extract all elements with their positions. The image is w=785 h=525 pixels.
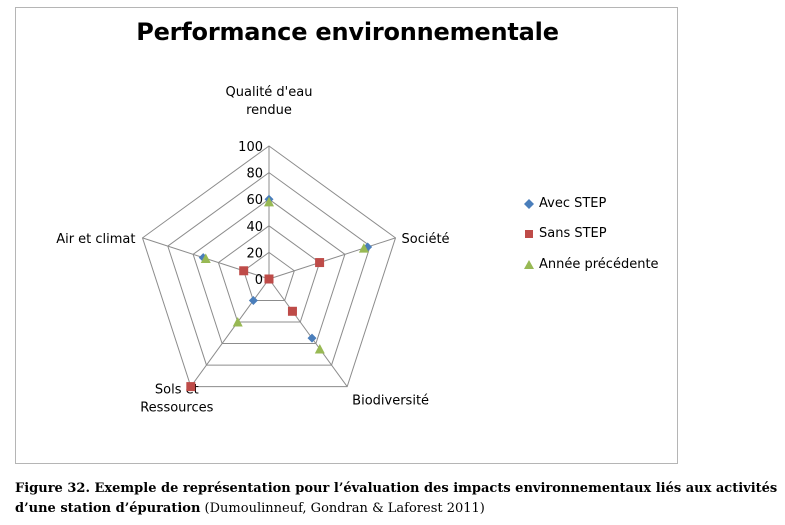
legend-label: Année précédente (539, 257, 659, 272)
data-point (358, 243, 369, 253)
data-point (264, 196, 274, 207)
tick-label: 60 (246, 193, 263, 208)
axis-label: Société (401, 232, 449, 247)
data-point (200, 253, 211, 263)
data-point (186, 382, 196, 392)
data-point (248, 296, 258, 306)
grid-ring-40 (217, 225, 321, 323)
figure-caption: Figure 32. Exemple de représentation pou… (15, 479, 780, 519)
data-point (314, 343, 325, 354)
chart-title: Performance environnementale (136, 18, 559, 46)
axis-spoke (190, 278, 270, 387)
axis-label: Ressources (140, 401, 213, 416)
chart-area: Performance environnementale 0 20 40 60 80 10… (15, 7, 678, 464)
tick-label: 20 (246, 246, 263, 261)
data-point (232, 317, 243, 327)
tick-label: 80 (246, 167, 263, 182)
tick-label: 40 (246, 220, 263, 235)
square-marker-icon (525, 230, 533, 238)
legend-label: Sans STEP (539, 226, 607, 241)
axis-label: Qualité d'eau (226, 85, 313, 100)
axis-label: Air et climat (56, 232, 135, 247)
caption-bold-text: Figure 32. Exemple de représentation pou… (15, 481, 778, 516)
data-point (239, 266, 249, 276)
axis-spoke (268, 278, 348, 387)
radar-chart: 0 20 40 60 80 100 Qualité d'eau rendue Société Bi… (56, 85, 449, 416)
diamond-marker-icon (524, 199, 534, 209)
axis-spoke (268, 237, 396, 280)
axis-label: rendue (246, 103, 292, 118)
grid-ring-80 (167, 171, 371, 366)
data-point (287, 306, 297, 316)
triangle-marker-icon (524, 260, 534, 269)
legend-label: Avec STEP (539, 196, 607, 211)
axis-label: Biodiversité (352, 394, 429, 409)
caption-citation: (Dumoulinneuf, Gondran & Laforest 2011) (200, 501, 485, 516)
grid-ring-100 (141, 145, 397, 388)
grid-ring-60 (192, 198, 346, 345)
data-point (264, 274, 274, 284)
tick-label: 0 (255, 273, 263, 288)
data-point (315, 258, 325, 268)
tick-label: 100 (238, 140, 263, 155)
data-point (307, 333, 317, 343)
